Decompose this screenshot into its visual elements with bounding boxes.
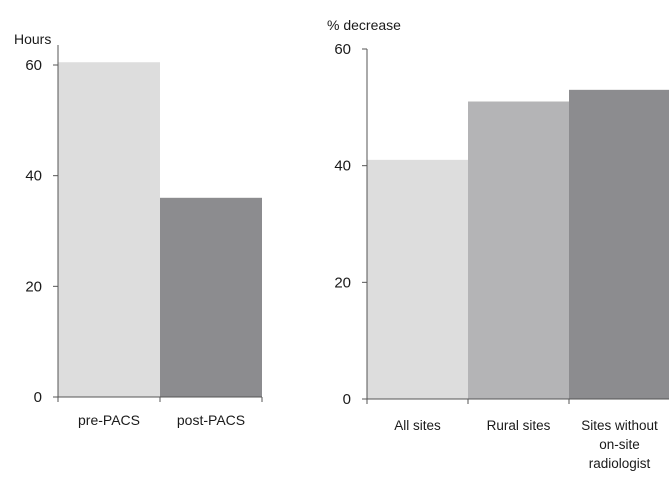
decrease-y-tick-label: 40 bbox=[334, 158, 351, 175]
decrease-y-tick-label: 0 bbox=[343, 391, 351, 408]
decrease-bars bbox=[367, 89, 669, 399]
hours-y-ticks: 0 20 40 60 bbox=[25, 57, 58, 406]
decrease-x-tick-label: Sites without on-site radiologist bbox=[581, 418, 658, 471]
decrease-bar bbox=[468, 101, 569, 399]
decrease-y-axis-label: % decrease bbox=[327, 17, 401, 33]
hours-bar bbox=[58, 62, 160, 397]
hours-y-axis-label: Hours bbox=[14, 31, 51, 47]
decrease-chart: % decrease 0 20 40 60 All sites Rural sites S… bbox=[327, 17, 669, 471]
hours-y-tick-label: 60 bbox=[25, 57, 42, 74]
hours-x-tick-label: post-PACS bbox=[177, 412, 245, 428]
decrease-bar bbox=[367, 159, 468, 399]
hours-y-tick-label: 0 bbox=[34, 389, 42, 406]
decrease-y-tick-label: 60 bbox=[334, 41, 351, 58]
decrease-x-tick-marks bbox=[366, 399, 570, 404]
decrease-x-tick-label: All sites bbox=[394, 418, 441, 433]
decrease-bar bbox=[569, 89, 669, 399]
decrease-x-tick-label: Rural sites bbox=[487, 418, 551, 433]
hours-x-tick-marks bbox=[57, 397, 263, 402]
hours-bar bbox=[160, 197, 262, 397]
decrease-y-ticks: 0 20 40 60 bbox=[334, 41, 367, 408]
decrease-x-tick-labels: All sites Rural sites Sites without on-site… bbox=[394, 418, 658, 471]
hours-y-tick-label: 40 bbox=[25, 168, 42, 185]
hours-y-tick-label: 20 bbox=[25, 278, 42, 295]
hours-x-tick-label: pre-PACS bbox=[78, 412, 140, 428]
hours-chart: Hours 0 20 40 60 pre-PACS post-PACS bbox=[14, 31, 263, 428]
hours-x-tick-labels: pre-PACS post-PACS bbox=[78, 412, 245, 428]
hours-bars bbox=[58, 62, 262, 397]
decrease-y-tick-label: 20 bbox=[334, 274, 351, 291]
